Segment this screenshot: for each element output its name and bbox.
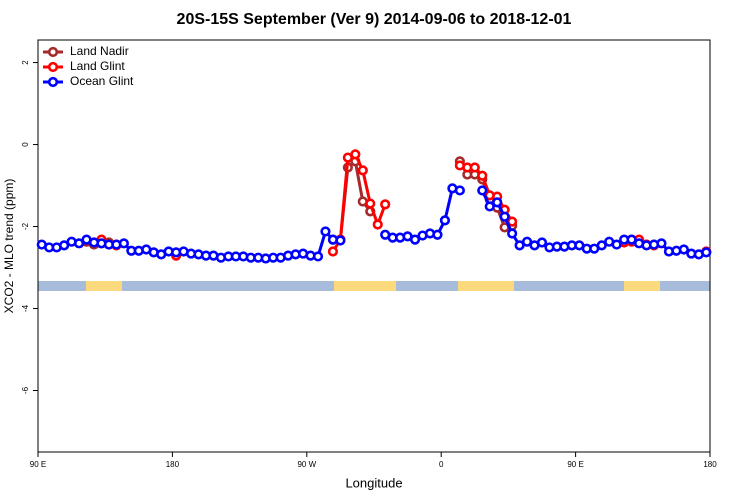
legend-label: Ocean Glint — [70, 74, 134, 88]
y-axis-label: XCO2 - MLO trend (ppm) — [2, 179, 16, 314]
data-point — [365, 198, 376, 209]
data-point — [536, 237, 548, 248]
x-tick-label: 180 — [703, 460, 717, 469]
legend-marker — [47, 61, 59, 73]
x-tick-label: 90 E — [30, 460, 46, 469]
surface-strip — [38, 281, 710, 291]
data-point — [320, 226, 331, 237]
data-point — [701, 247, 712, 258]
data-point — [611, 239, 622, 250]
y-tick-label: -4 — [21, 304, 30, 312]
data-point — [507, 228, 518, 239]
x-tick-label: 180 — [166, 460, 180, 469]
y-tick-label: -2 — [21, 222, 30, 230]
data-point — [439, 215, 451, 226]
data-point — [372, 219, 383, 230]
data-point — [73, 238, 85, 249]
data-point — [409, 234, 421, 245]
legend-marker — [47, 76, 59, 88]
y-tick-label: -6 — [21, 386, 30, 394]
x-tick-label: 0 — [439, 460, 444, 469]
legend-label: Land Nadir — [70, 44, 129, 58]
data-point — [499, 211, 510, 222]
data-point — [312, 251, 324, 262]
data-point — [492, 197, 503, 208]
x-axis-label: Longitude — [345, 475, 402, 490]
data-point — [454, 185, 465, 196]
chart-title: 20S-15S September (Ver 9) 2014-09-06 to … — [177, 11, 572, 28]
legend-marker — [47, 46, 59, 58]
data-point — [59, 240, 70, 251]
legend-label: Land Glint — [70, 59, 125, 73]
data-point — [380, 199, 391, 210]
data-point — [484, 201, 495, 212]
data-point — [477, 170, 488, 181]
x-tick-label: 90 W — [297, 460, 316, 469]
data-point — [521, 236, 533, 247]
land-patch — [624, 281, 660, 291]
data-point — [335, 235, 346, 246]
data-point — [118, 238, 129, 249]
data-point — [477, 185, 488, 196]
data-point — [656, 238, 667, 249]
data-point — [678, 244, 689, 255]
land-patch — [86, 281, 122, 291]
land-patch — [334, 281, 396, 291]
x-tick-label: 90 E — [567, 460, 583, 469]
y-tick-label: 0 — [21, 142, 30, 147]
data-point — [596, 240, 607, 251]
data-point — [469, 162, 480, 173]
data-point — [626, 234, 637, 245]
data-point — [350, 149, 361, 160]
land-patch — [458, 281, 514, 291]
data-point — [357, 165, 368, 176]
data-point — [514, 240, 525, 251]
data-point — [327, 246, 339, 257]
y-tick-label: 2 — [21, 60, 30, 65]
data-point — [432, 229, 443, 240]
